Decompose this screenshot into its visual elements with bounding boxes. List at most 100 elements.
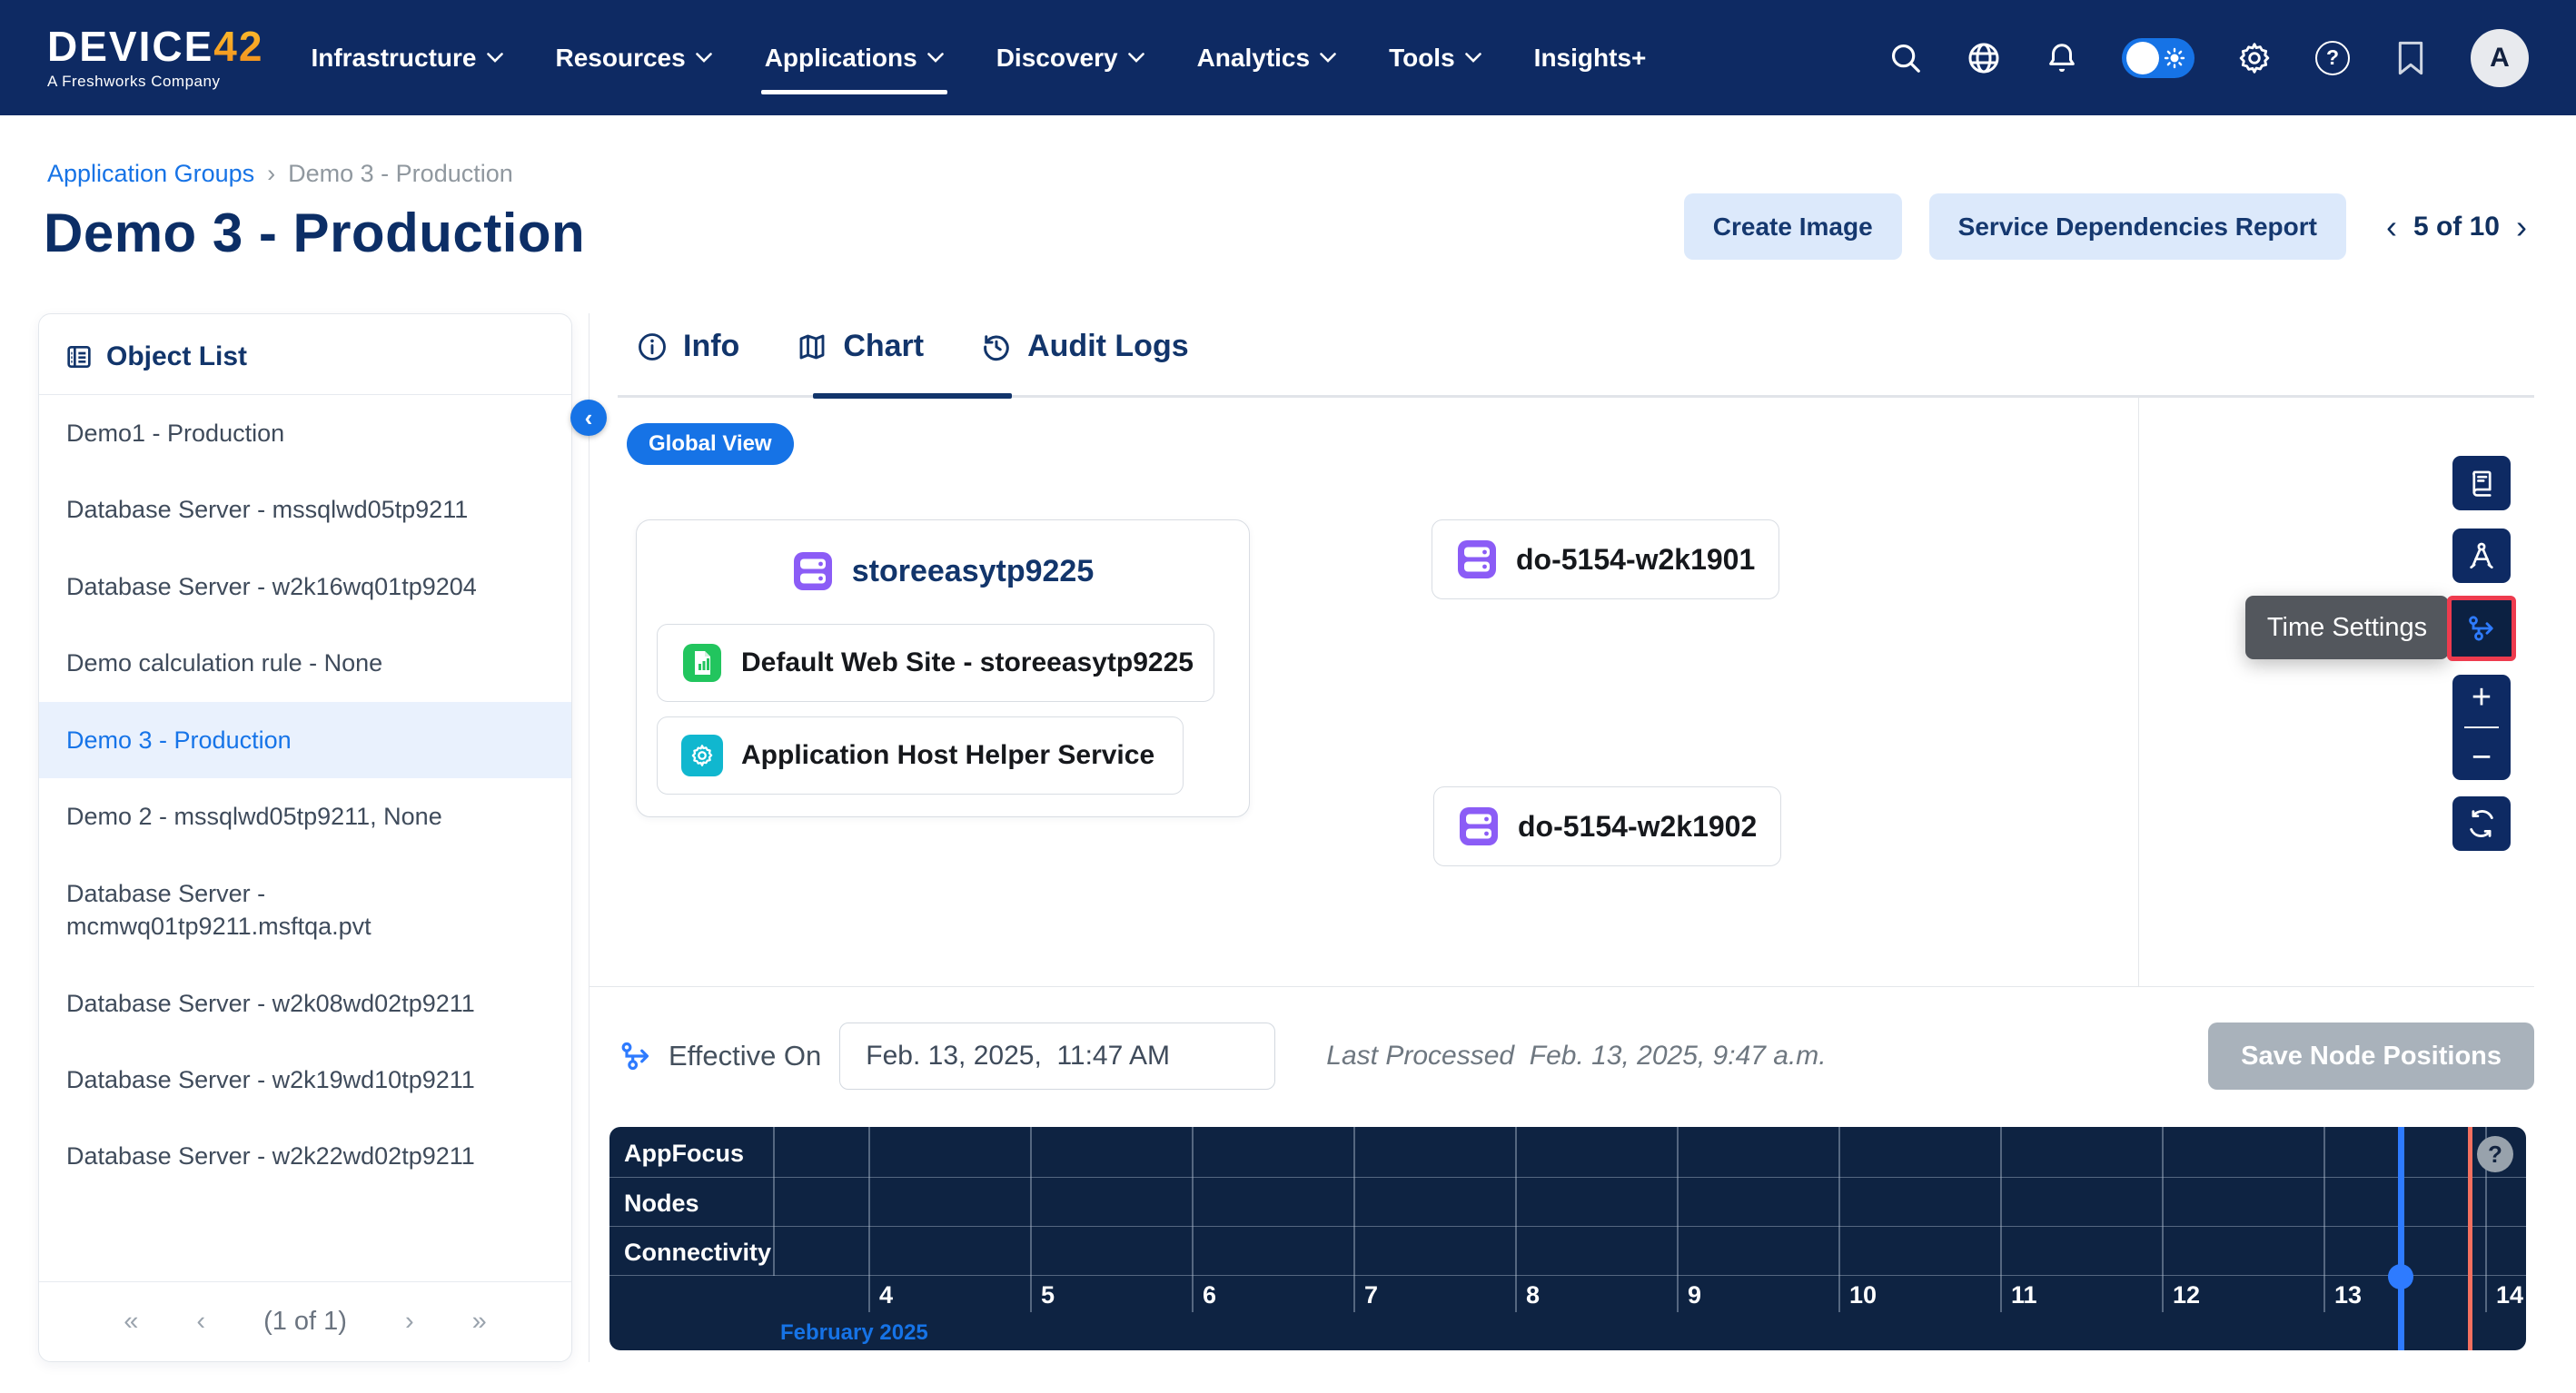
- chevron-down-icon: [1128, 53, 1144, 63]
- logo-text: DEVIC: [47, 23, 184, 70]
- server-icon: [792, 550, 834, 592]
- user-avatar[interactable]: A: [2471, 29, 2529, 87]
- menu-tools[interactable]: Tools: [1389, 44, 1481, 73]
- day-gridline: [1838, 1127, 1840, 1312]
- time-settings-icon: [2465, 612, 2498, 645]
- logo-tagline: A Freshworks Company: [47, 73, 263, 91]
- webapp-document-icon: [681, 642, 723, 684]
- timeline-now-marker: [2468, 1127, 2472, 1350]
- chart-group-node-storeeasytp9225[interactable]: storeeasytp9225 Default Web Site - store…: [636, 519, 1250, 817]
- time-settings-button[interactable]: [2447, 596, 2516, 661]
- create-image-button[interactable]: Create Image: [1684, 193, 1902, 260]
- list-icon: [64, 342, 94, 371]
- list-item[interactable]: Demo 2 - mssqlwd05tp9211, None: [39, 778, 571, 855]
- timeline-current-time-slider[interactable]: [2398, 1127, 2404, 1350]
- help-icon[interactable]: ?: [2314, 40, 2351, 76]
- effective-on-row: Effective On Last Processed Feb. 13, 202…: [618, 1003, 2534, 1110]
- page-prev-icon[interactable]: ‹: [196, 1307, 205, 1337]
- list-item[interactable]: Database Server - w2k08wd02tp9211: [39, 965, 571, 1042]
- timeline-row-label: Nodes: [624, 1190, 699, 1218]
- service-dependencies-report-button[interactable]: Service Dependencies Report: [1929, 193, 2346, 260]
- zoom-out-button[interactable]: −: [2472, 740, 2492, 775]
- chevron-down-icon: [927, 53, 944, 63]
- day-gridline: [1353, 1127, 1355, 1312]
- list-item[interactable]: Database Server - mssqlwd05tp9211: [39, 471, 571, 548]
- top-navbar: DEVICE42 A Freshworks Company Infrastruc…: [0, 0, 2576, 115]
- group-title: storeeasytp9225: [852, 554, 1095, 589]
- list-item[interactable]: Database Server - w2k22wd02tp9211: [39, 1118, 571, 1194]
- globe-icon[interactable]: [1966, 40, 2002, 76]
- tab-info[interactable]: Info: [636, 329, 739, 388]
- legend-button[interactable]: [2452, 456, 2511, 510]
- menu-analytics[interactable]: Analytics: [1197, 44, 1337, 73]
- day-gridline: [2323, 1127, 2325, 1312]
- menu-infrastructure[interactable]: Infrastructure: [311, 44, 502, 73]
- tab-audit-logs[interactable]: Audit Logs: [980, 329, 1189, 388]
- list-item[interactable]: Database Server - w2k19wd10tp9211: [39, 1042, 571, 1118]
- chevron-down-icon: [487, 53, 503, 63]
- server-icon: [1456, 538, 1498, 580]
- zoom-in-button[interactable]: +: [2472, 680, 2492, 715]
- day-tick-label: 11: [2011, 1281, 2037, 1309]
- breadcrumb-separator: ›: [267, 160, 275, 188]
- tab-chart[interactable]: Chart: [796, 329, 924, 388]
- canvas-right-divider: [2138, 398, 2139, 986]
- effective-on-datetime-input[interactable]: [839, 1023, 1275, 1090]
- list-item[interactable]: Demo calculation rule - None: [39, 625, 571, 701]
- group-header: storeeasytp9225: [637, 520, 1249, 622]
- page-last-icon[interactable]: »: [472, 1307, 487, 1337]
- book-icon: [2466, 468, 2497, 499]
- list-item-selected[interactable]: Demo 3 - Production: [39, 702, 571, 778]
- save-node-positions-button[interactable]: Save Node Positions: [2208, 1023, 2534, 1090]
- menu-resources[interactable]: Resources: [556, 44, 712, 73]
- sidebar-collapse-button[interactable]: ‹: [570, 400, 607, 436]
- active-tab-indicator: [813, 393, 1012, 399]
- menu-applications[interactable]: Applications: [765, 44, 944, 73]
- pager-next-icon[interactable]: ›: [2516, 211, 2527, 243]
- search-icon[interactable]: [1887, 40, 1924, 76]
- slider-handle[interactable]: [2388, 1264, 2413, 1289]
- day-gridline: [1030, 1127, 1032, 1312]
- navbar-actions: ? A: [1887, 29, 2529, 87]
- device42-logo[interactable]: DEVICE42 A Freshworks Company: [47, 25, 263, 91]
- refresh-button[interactable]: [2452, 796, 2511, 851]
- day-tick-label: 5: [1041, 1281, 1055, 1309]
- timeline-row-connectivity: [609, 1227, 2526, 1276]
- history-icon: [980, 331, 1013, 363]
- timeline-help-icon[interactable]: ?: [2477, 1136, 2513, 1172]
- header-actions: Create Image Service Dependencies Report…: [1684, 193, 2527, 260]
- timeline-label-column-divider: [773, 1127, 775, 1276]
- theme-toggle[interactable]: [2122, 38, 2195, 78]
- chevron-down-icon: [1320, 53, 1336, 63]
- day-tick-label: 12: [2173, 1281, 2200, 1309]
- server-icon: [1458, 805, 1500, 847]
- chart-node-default-web-site[interactable]: Default Web Site - storeeasytp9225: [657, 624, 1214, 702]
- page-first-icon[interactable]: «: [124, 1307, 138, 1337]
- panel-divider: [589, 313, 590, 1362]
- layout-tools-button[interactable]: [2452, 529, 2511, 583]
- node-label: Default Web Site - storeeasytp9225: [741, 647, 1194, 678]
- list-item[interactable]: Database Server - mcmwq01tp9211.msftqa.p…: [39, 855, 571, 965]
- page-next-icon[interactable]: ›: [405, 1307, 414, 1337]
- device42-app: DEVICE42 A Freshworks Company Infrastruc…: [0, 0, 2576, 1393]
- chart-node-app-host-helper[interactable]: Application Host Helper Service: [657, 716, 1184, 795]
- notifications-bell-icon[interactable]: [2044, 40, 2080, 76]
- bookmark-icon[interactable]: [2393, 40, 2429, 76]
- chart-node-do-5154-w2k1902[interactable]: do-5154-w2k1902: [1433, 786, 1781, 866]
- breadcrumb-application-groups[interactable]: Application Groups: [47, 160, 254, 188]
- day-tick-label: 9: [1688, 1281, 1701, 1309]
- menu-discovery[interactable]: Discovery: [996, 44, 1144, 73]
- list-item[interactable]: Database Server - w2k16wq01tp9204: [39, 548, 571, 625]
- day-gridline: [1677, 1127, 1679, 1312]
- history-timeline[interactable]: AppFocus Nodes Connectivity 4 5 6 7 8 9 …: [609, 1127, 2526, 1350]
- zoom-control: + −: [2452, 675, 2511, 780]
- pager-prev-icon[interactable]: ‹: [2386, 211, 2397, 243]
- day-gridline: [2000, 1127, 2002, 1312]
- timeline-branch-icon: [618, 1038, 654, 1074]
- day-tick-label: 14: [2496, 1281, 2523, 1309]
- menu-insights[interactable]: Insights+: [1534, 44, 1647, 73]
- chart-node-do-5154-w2k1901[interactable]: do-5154-w2k1901: [1432, 519, 1779, 599]
- list-item[interactable]: Demo1 - Production: [39, 395, 571, 471]
- day-gridline: [1515, 1127, 1517, 1312]
- settings-gear-icon[interactable]: [2236, 40, 2273, 76]
